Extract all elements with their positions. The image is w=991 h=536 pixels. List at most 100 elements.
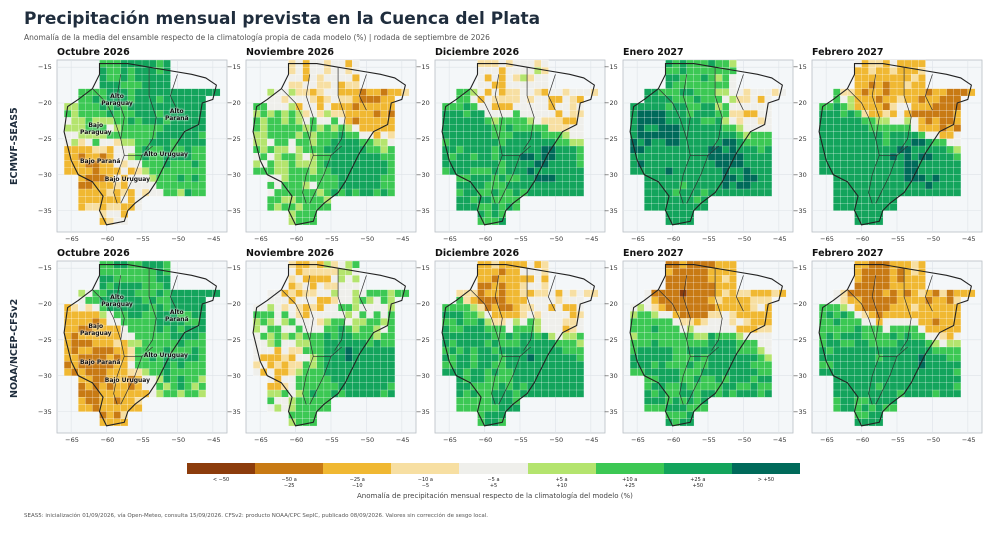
- grid-cell: [156, 102, 164, 111]
- grid-cell: [722, 131, 730, 140]
- grid-cell: [441, 160, 450, 168]
- grid-cell: [330, 81, 339, 89]
- grid-cell: [743, 296, 751, 305]
- grid-cell: [651, 346, 659, 355]
- grid-cell: [184, 181, 192, 190]
- grid-cell: [882, 67, 891, 75]
- grid-cell: [818, 361, 827, 369]
- grid-cell: [562, 346, 570, 355]
- grid-cell: [939, 88, 947, 97]
- grid-cell: [184, 131, 192, 140]
- grid-cell: [141, 102, 150, 111]
- grid-cell: [274, 332, 282, 341]
- grid-cell: [198, 375, 207, 384]
- grid-cell: [106, 167, 114, 175]
- grid-cell: [85, 196, 93, 204]
- grid-cell: [352, 174, 360, 183]
- grid-cell: [882, 167, 891, 175]
- grid-cell: [693, 131, 702, 140]
- grid-cell: [127, 124, 136, 132]
- grid-cell: [918, 346, 926, 355]
- grid-cell: [925, 389, 933, 398]
- grid-cell: [764, 188, 773, 197]
- grid-cell: [113, 138, 122, 147]
- grid-cell: [148, 74, 157, 82]
- grid-cell: [463, 188, 471, 197]
- grid-cell: [911, 88, 919, 97]
- grid-cell: [463, 203, 471, 211]
- grid-cell: [896, 131, 905, 140]
- grid-cell: [71, 325, 79, 333]
- grid-cell: [198, 368, 207, 376]
- grid-cell: [541, 138, 549, 147]
- grid-cell: [722, 145, 730, 154]
- grid-cell: [380, 339, 388, 348]
- grid-cell: [323, 282, 332, 290]
- grid-cell: [281, 311, 289, 319]
- grid-cell: [252, 361, 261, 369]
- grid-cell: [71, 318, 79, 326]
- grid-cell: [918, 174, 926, 183]
- grid-cell: [729, 124, 737, 132]
- grid-cell: [693, 303, 702, 312]
- grid-cell: [889, 382, 898, 391]
- panel-title: Octubre 2026: [57, 248, 130, 259]
- grid-cell: [854, 131, 862, 140]
- grid-cell: [833, 181, 841, 190]
- x-tick-label: −55: [514, 235, 528, 243]
- grid-cell: [555, 361, 563, 369]
- grid-cell: [541, 188, 549, 197]
- grid-cell: [463, 397, 471, 405]
- grid-cell: [672, 124, 680, 132]
- grid-cell: [366, 354, 374, 362]
- grid-cell: [127, 167, 136, 175]
- grid-cell: [470, 361, 478, 369]
- y-tick-label: −15: [604, 63, 618, 72]
- grid-cell: [644, 389, 652, 398]
- grid-cell: [309, 110, 318, 118]
- grid-cell: [534, 74, 542, 82]
- grid-cell: [679, 397, 688, 405]
- grid-cell: [686, 174, 695, 183]
- grid-cell: [184, 174, 192, 183]
- grid-cell: [925, 311, 933, 319]
- grid-cell: [672, 275, 680, 283]
- grid-cell: [854, 332, 862, 341]
- grid-cell: [92, 346, 100, 355]
- grid-cell: [882, 117, 891, 125]
- grid-cell: [925, 124, 933, 132]
- grid-cell: [686, 81, 695, 89]
- grid-cell: [562, 153, 570, 161]
- grid-cell: [896, 160, 905, 168]
- region-label: Alto Paraguay: [101, 93, 133, 108]
- subbasin-boundary: [92, 88, 122, 139]
- grid-cell: [918, 368, 926, 376]
- grid-cell: [148, 375, 157, 384]
- grid-cell: [911, 382, 919, 391]
- grid-cell: [387, 346, 396, 355]
- grid-cell: [477, 354, 485, 362]
- legend-class-label: −25 a −10: [349, 477, 365, 489]
- grid-cell: [854, 289, 862, 298]
- grid-cell: [569, 311, 577, 319]
- x-tick-label: −50: [926, 235, 941, 243]
- grid-cell: [281, 145, 289, 154]
- grid-cell: [757, 131, 765, 140]
- grid-cell: [743, 174, 751, 183]
- grid-cell: [541, 110, 549, 118]
- grid-cell: [889, 404, 898, 412]
- grid-cell: [875, 203, 884, 211]
- grid-cell: [562, 188, 570, 197]
- subbasin-boundary: [169, 275, 178, 312]
- grid-cell: [387, 375, 396, 384]
- grid-cell: [92, 404, 100, 412]
- grid-cell: [141, 325, 150, 333]
- grid-cell: [925, 131, 933, 140]
- grid-cell: [302, 210, 311, 218]
- grid-cell: [714, 275, 723, 283]
- grid-cell: [707, 67, 716, 75]
- grid-cell: [380, 153, 388, 161]
- panel-title: Noviembre 2026: [246, 248, 334, 259]
- legend-swatch: [459, 463, 528, 474]
- grid-cell: [141, 160, 150, 168]
